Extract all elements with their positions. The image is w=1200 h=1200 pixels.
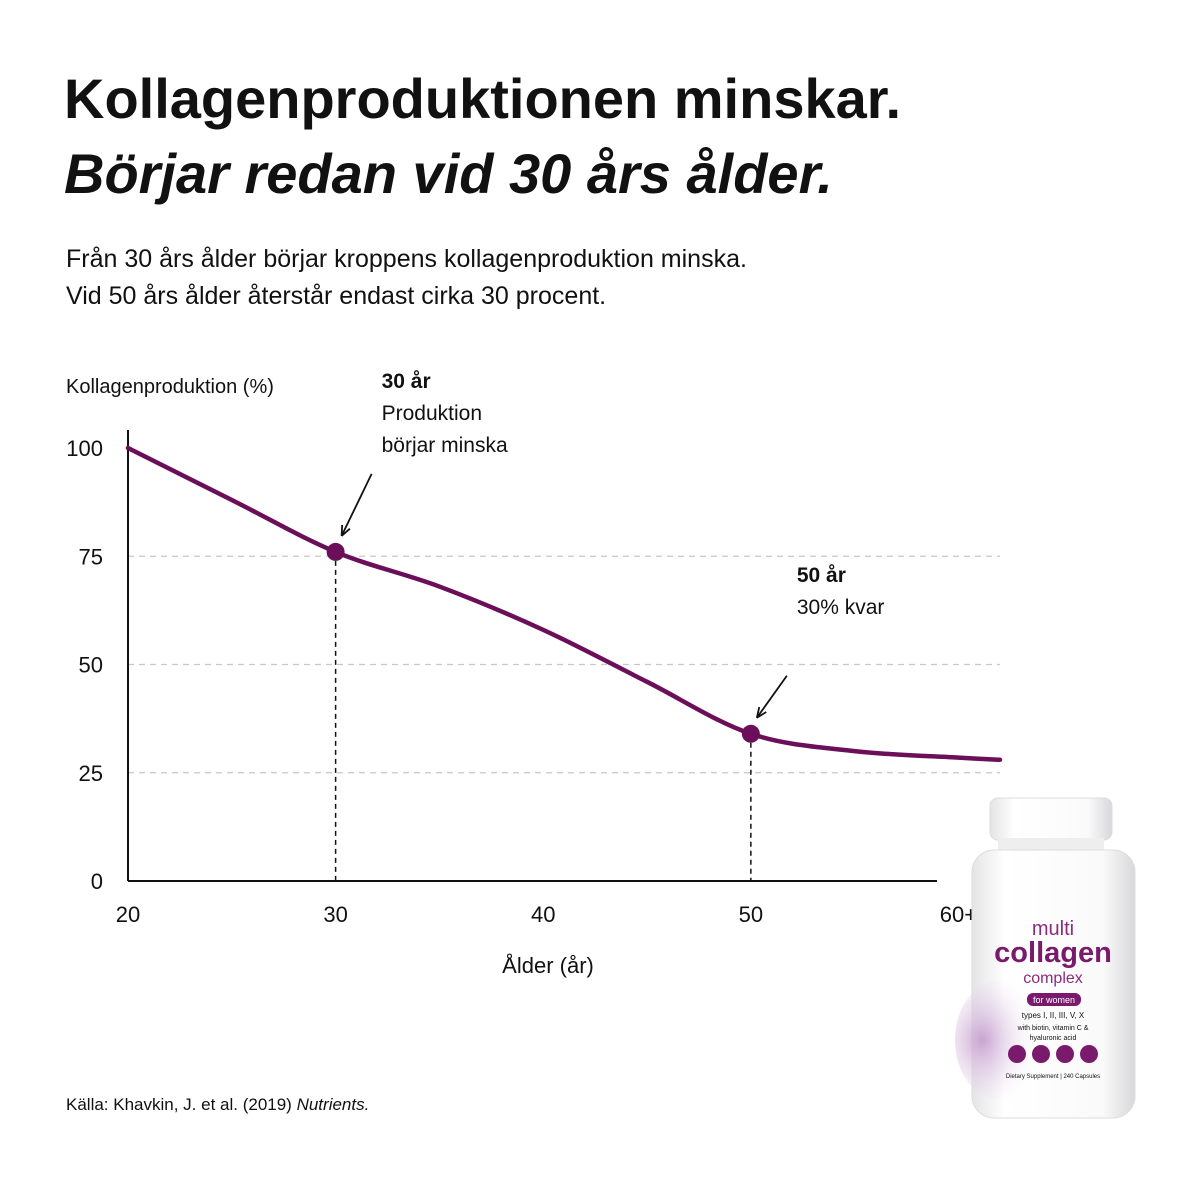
product-text: multi — [1032, 918, 1074, 940]
bottle-cap — [989, 797, 1113, 841]
source-journal: Nutrients. — [297, 1095, 370, 1114]
icon — [1056, 1045, 1074, 1063]
source: Källa: Khavkin, J. et al. (2019) Nutrien… — [66, 1095, 369, 1114]
annotation-title: 30 år — [382, 370, 431, 393]
icon — [1080, 1045, 1098, 1063]
y-tick-label: 100 — [66, 436, 103, 461]
bottle-decoration — [955, 980, 1045, 1100]
subtitle: Från 30 års ålder börjar kroppens kollag… — [66, 245, 747, 273]
badge — [1027, 993, 1081, 1006]
y-tick-label: 50 — [79, 653, 103, 678]
x-tick-label: 30 — [323, 902, 347, 927]
product-text: hyaluronic acid — [1030, 1035, 1077, 1042]
y-tick-label: 25 — [79, 761, 103, 786]
y-tick-label: 75 — [79, 544, 103, 569]
subtitle: Vid 50 års ålder återstår endast cirka 3… — [66, 282, 606, 310]
x-tick-label: 20 — [116, 902, 140, 927]
y-tick-label: 0 — [91, 869, 103, 894]
annotation-text: börjar minska — [382, 434, 508, 457]
source-text: Källa: Khavkin, J. et al. (2019) — [66, 1095, 292, 1114]
product-text: with biotin, vitamin C & — [1017, 1025, 1089, 1032]
annotation-arrow — [756, 675, 788, 719]
annotation-arrow — [340, 473, 373, 537]
x-axis-label: Ålder (år) — [502, 953, 594, 978]
title: Börjar redan vid 30 års ålder. — [64, 142, 833, 205]
icon — [1008, 1045, 1026, 1063]
annotation-text: 30% kvar — [797, 596, 885, 619]
y-axis-label: Kollagenproduktion (%) — [66, 376, 274, 398]
plot: 0 25 50 75 100 20 30 40 50 60+ 30 år Produktion börj… — [66, 370, 1003, 927]
highlight-point — [741, 724, 760, 743]
product-text: for women — [1033, 995, 1075, 1005]
x-tick-label: 60+ — [940, 902, 977, 927]
arrow-head — [755, 706, 767, 719]
product-text: Dietary Supplement | 240 Capsules — [1006, 1074, 1100, 1080]
data-line — [125, 445, 1003, 763]
x-tick-label: 40 — [531, 902, 555, 927]
annotation-title: 50 år — [797, 564, 846, 587]
product-text: complex — [1023, 970, 1083, 987]
title: Kollagenproduktionen minskar. — [64, 67, 901, 130]
arrow-head — [340, 524, 351, 537]
product-bottle: multi collagen complex for women types I… — [955, 797, 1136, 1119]
icon — [1032, 1045, 1050, 1063]
bottle-neck — [998, 838, 1104, 852]
product-text: types I, II, III, V, X — [1022, 1011, 1085, 1020]
annotation-text: Produktion — [382, 402, 482, 425]
x-tick-label: 50 — [739, 902, 763, 927]
highlight-point — [326, 542, 345, 561]
product-text: collagen — [994, 937, 1112, 969]
